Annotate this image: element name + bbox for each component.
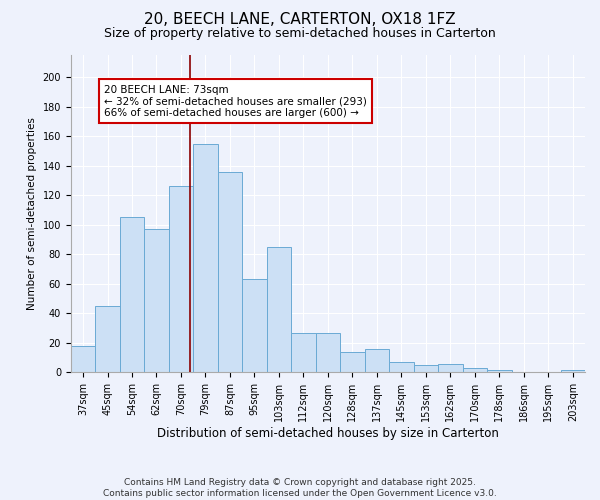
X-axis label: Distribution of semi-detached houses by size in Carterton: Distribution of semi-detached houses by … <box>157 427 499 440</box>
Bar <box>291 332 316 372</box>
Bar <box>389 362 413 372</box>
Bar <box>266 247 291 372</box>
Bar <box>71 346 95 372</box>
Bar <box>144 229 169 372</box>
Bar <box>169 186 193 372</box>
Bar <box>120 218 144 372</box>
Bar <box>438 364 463 372</box>
Bar <box>218 172 242 372</box>
Y-axis label: Number of semi-detached properties: Number of semi-detached properties <box>27 118 37 310</box>
Text: Contains HM Land Registry data © Crown copyright and database right 2025.
Contai: Contains HM Land Registry data © Crown c… <box>103 478 497 498</box>
Text: Size of property relative to semi-detached houses in Carterton: Size of property relative to semi-detach… <box>104 28 496 40</box>
Bar <box>365 349 389 372</box>
Bar <box>95 306 120 372</box>
Bar <box>487 370 512 372</box>
Bar <box>413 365 438 372</box>
Bar <box>242 280 266 372</box>
Bar <box>193 144 218 372</box>
Text: 20, BEECH LANE, CARTERTON, OX18 1FZ: 20, BEECH LANE, CARTERTON, OX18 1FZ <box>144 12 456 28</box>
Bar <box>560 370 585 372</box>
Bar <box>463 368 487 372</box>
Bar <box>316 332 340 372</box>
Text: 20 BEECH LANE: 73sqm
← 32% of semi-detached houses are smaller (293)
66% of semi: 20 BEECH LANE: 73sqm ← 32% of semi-detac… <box>104 84 367 117</box>
Bar <box>340 352 365 372</box>
